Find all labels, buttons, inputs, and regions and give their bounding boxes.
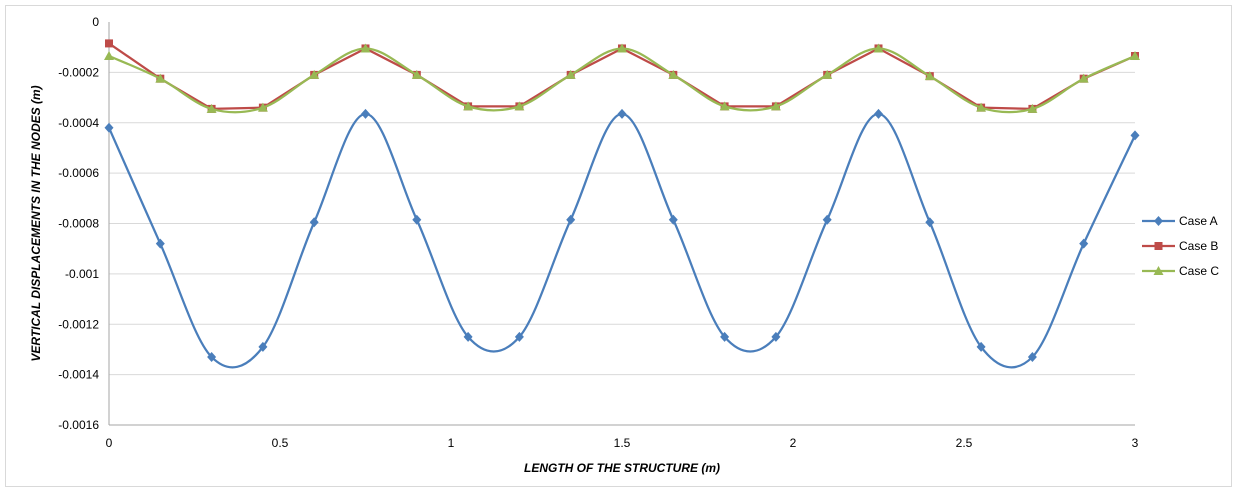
data-point-case-c <box>206 103 217 113</box>
x-axis-title: LENGTH OF THE STRUCTURE (m) <box>524 461 720 475</box>
legend-marker-case-c <box>1153 266 1164 275</box>
y-tick-label: -0.0016 <box>58 418 99 432</box>
data-point-case-a <box>514 331 524 342</box>
data-point-case-c <box>257 102 268 112</box>
data-point-case-c <box>155 73 166 83</box>
legend: Case A Case B Case C <box>1142 214 1219 278</box>
y-tick-label: -0.0004 <box>58 116 99 130</box>
data-point-case-a <box>617 108 627 119</box>
data-point-case-c <box>309 69 320 79</box>
series-layer <box>104 39 1140 369</box>
y-tick-labels: 0 -0.0002 -0.0004 -0.0006 -0.0008 -0.001 -0.00… <box>58 15 99 432</box>
x-tick-label: 1 <box>448 436 455 450</box>
legend-label-case-a: Case A <box>1179 214 1218 228</box>
legend-marker-case-a <box>1154 216 1163 226</box>
chart-frame <box>5 5 1232 487</box>
data-point-case-c <box>976 102 987 112</box>
y-tick-label: 0 <box>92 15 99 29</box>
data-point-case-c <box>1078 73 1089 83</box>
data-point-case-a <box>925 217 935 228</box>
data-point-case-a <box>258 341 268 352</box>
data-point-case-c <box>411 69 422 79</box>
data-point-case-a <box>874 108 883 119</box>
data-point-case-c <box>617 43 627 53</box>
legend-entry-case-a: Case A <box>1142 214 1218 228</box>
data-point-case-c <box>668 69 679 79</box>
data-point-case-a <box>412 214 422 225</box>
x-tick-label: 2.5 <box>956 436 973 450</box>
y-tick-label: -0.001 <box>65 267 99 281</box>
data-point-case-c <box>104 51 114 61</box>
data-point-case-a <box>361 108 370 119</box>
data-point-case-a <box>720 331 730 342</box>
data-point-case-a <box>1130 130 1140 141</box>
data-point-case-c <box>924 71 935 81</box>
data-point-case-a <box>309 217 319 228</box>
series-line-case-b <box>108 42 1136 111</box>
y-tick-label: -0.0012 <box>58 317 99 331</box>
legend-entry-case-b: Case B <box>1142 239 1218 253</box>
legend-marker-case-b <box>1154 242 1163 250</box>
y-axis-title: VERTICAL DISPLACEMENTS IN THE NODES (m) <box>29 85 43 361</box>
axes <box>108 22 1135 426</box>
x-tick-label: 2 <box>790 436 797 450</box>
series-case-c <box>104 43 1140 114</box>
data-point-case-a <box>155 238 165 249</box>
series-line-case-a <box>107 112 1137 369</box>
x-tick-label: 0.5 <box>272 436 289 450</box>
y-tick-label: -0.0014 <box>58 368 99 382</box>
data-point-case-c <box>1027 103 1038 113</box>
data-point-case-a <box>668 214 678 225</box>
y-tick-label: -0.0008 <box>58 217 99 231</box>
data-point-case-a <box>1079 238 1089 249</box>
data-point-case-a <box>822 214 832 225</box>
x-tick-label: 1.5 <box>614 436 631 450</box>
gridlines <box>109 71 1135 426</box>
data-point-case-a <box>207 351 217 362</box>
data-point-case-a <box>104 122 114 133</box>
legend-label-case-c: Case C <box>1179 264 1219 278</box>
x-tick-labels: 0 0.5 1 1.5 2 2.5 3 <box>106 436 1139 450</box>
legend-entry-case-c: Case C <box>1142 264 1219 278</box>
data-point-case-a <box>771 331 781 342</box>
data-point-case-c <box>463 101 474 111</box>
data-point-case-c <box>719 101 730 111</box>
data-point-case-c <box>514 101 525 111</box>
data-point-case-a <box>976 341 986 352</box>
x-tick-label: 3 <box>1132 436 1139 450</box>
data-point-case-a <box>463 331 473 342</box>
series-case-a <box>104 108 1140 369</box>
data-point-case-c <box>1130 51 1140 61</box>
y-tick-label: -0.0002 <box>58 65 99 79</box>
data-point-case-b <box>105 39 113 48</box>
legend-label-case-b: Case B <box>1179 239 1218 253</box>
y-tick-label: -0.0006 <box>58 166 99 180</box>
data-point-case-c <box>360 43 371 53</box>
data-point-case-c <box>822 69 833 79</box>
data-point-case-a <box>1027 351 1037 362</box>
data-point-case-a <box>566 214 576 225</box>
x-tick-label: 0 <box>106 436 113 450</box>
data-point-case-c <box>873 43 884 53</box>
data-point-case-c <box>770 101 781 111</box>
data-point-case-c <box>565 69 576 79</box>
